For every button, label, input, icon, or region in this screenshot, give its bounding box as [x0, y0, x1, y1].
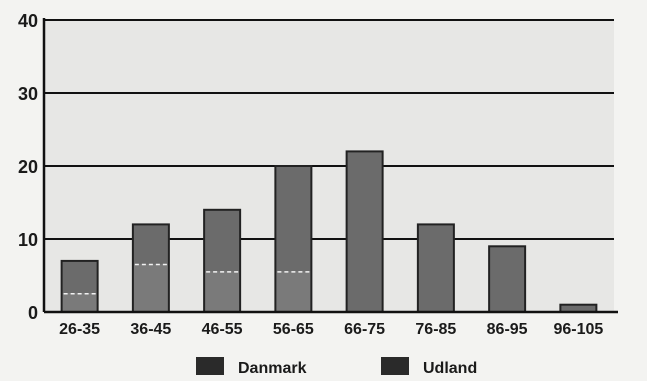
x-tick-label: 56-65: [273, 321, 314, 338]
x-tick-label: 86-95: [487, 321, 528, 338]
y-tick-label: 40: [18, 11, 38, 31]
bar-udland-86-95: [489, 246, 526, 312]
y-tick-label: 20: [18, 157, 38, 177]
bar-udland-56-65: [275, 166, 312, 272]
y-tick-label: 30: [18, 84, 38, 104]
axes: [42, 18, 618, 314]
legend-label-danmark: Danmark: [238, 360, 307, 377]
bar-udland-36-45: [132, 224, 169, 265]
bar-danmark-46-55: [204, 271, 241, 312]
bar-udland-76-85: [417, 224, 454, 312]
y-tick-labels: 0 10 20 30 40: [18, 11, 38, 323]
legend-swatch-danmark: [196, 357, 224, 375]
x-tick-labels: 26-35 36-45 46-55 56-65 66-75 76-85 86-95 96-10…: [59, 321, 603, 338]
y-tick-label: 0: [28, 303, 38, 323]
x-tick-label: 46-55: [202, 321, 243, 338]
y-tick-label: 10: [18, 230, 38, 250]
x-tick-label: 66-75: [344, 321, 385, 338]
bars: [60, 150, 598, 314]
bar-udland-66-75: [346, 151, 383, 312]
bar-danmark-56-65: [275, 271, 312, 312]
x-tick-label: 36-45: [130, 321, 171, 338]
bar-udland-26-35: [61, 260, 98, 294]
x-tick-label: 96-105: [553, 321, 603, 338]
bar-udland-46-55: [204, 209, 241, 272]
x-tick-label: 26-35: [59, 321, 100, 338]
bar-danmark-26-35: [61, 293, 98, 312]
x-tick-label: 76-85: [415, 321, 456, 338]
bar-danmark-36-45: [132, 264, 169, 312]
legend: Danmark Udland: [196, 357, 477, 377]
legend-label-udland: Udland: [423, 360, 477, 377]
bar-udland-96-105: [560, 304, 597, 312]
legend-swatch-udland: [381, 357, 409, 375]
